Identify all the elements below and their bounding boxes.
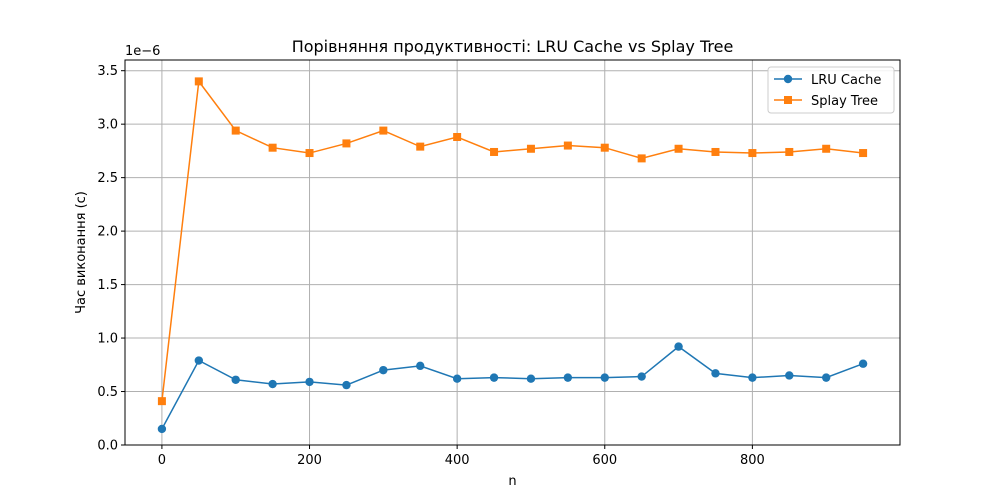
data-point-splay-tree	[785, 147, 794, 156]
data-point-lru-cache	[600, 373, 609, 382]
x-tick-label: 800	[740, 453, 765, 468]
data-point-splay-tree	[490, 147, 499, 156]
data-point-splay-tree	[157, 397, 166, 406]
data-point-splay-tree	[342, 139, 351, 148]
data-point-lru-cache	[452, 374, 462, 383]
legend-label-splay-tree: Splay Tree	[811, 94, 878, 109]
data-point-splay-tree	[453, 133, 462, 141]
data-point-lru-cache	[821, 373, 831, 382]
data-point-splay-tree	[416, 142, 425, 151]
legend-marker-splay-tree	[784, 96, 792, 104]
series-line-lru-cache	[161, 345, 864, 430]
data-point-splay-tree	[305, 149, 314, 158]
y-tick-label: 1.0	[97, 332, 118, 347]
data-point-splay-tree	[268, 143, 277, 152]
data-point-splay-tree	[859, 149, 868, 158]
y-tick-label: 0.5	[97, 385, 118, 400]
y-tick-label: 2.5	[97, 171, 118, 186]
grid-lines	[125, 60, 900, 446]
chart-title: Порівняння продуктивності: LRU Cache vs …	[292, 37, 734, 56]
data-point-lru-cache	[858, 359, 868, 368]
data-point-splay-tree	[600, 143, 609, 152]
data-point-lru-cache	[637, 372, 646, 381]
data-point-lru-cache	[563, 373, 573, 382]
axes-frame	[124, 59, 901, 446]
series-layer	[157, 77, 868, 434]
data-point-splay-tree	[526, 144, 535, 153]
data-point-splay-tree	[822, 144, 831, 153]
x-tick-label: 200	[297, 453, 322, 468]
x-axis-label: n	[508, 474, 516, 489]
data-point-lru-cache	[231, 375, 240, 384]
data-point-splay-tree	[711, 147, 720, 156]
data-point-splay-tree	[674, 144, 683, 153]
plot-area	[125, 60, 900, 445]
data-point-splay-tree	[194, 77, 203, 86]
x-tick-label: 400	[445, 453, 470, 468]
y-tick-label: 3.0	[97, 118, 118, 133]
legend-marker-lru-cache	[783, 74, 793, 84]
legend: LRU Cache Splay Tree	[767, 66, 895, 114]
legend-label-lru-cache: LRU Cache	[811, 73, 881, 88]
data-point-splay-tree	[563, 141, 572, 150]
data-point-lru-cache	[785, 371, 794, 380]
series-line-splay-tree	[161, 79, 864, 402]
y-axis-label: Час виконання (с)	[74, 191, 89, 314]
data-point-lru-cache	[342, 380, 351, 390]
y-tick-label: 3.5	[97, 64, 118, 79]
data-point-lru-cache	[416, 361, 425, 371]
data-point-lru-cache	[194, 356, 204, 365]
data-point-splay-tree	[637, 154, 646, 163]
data-point-lru-cache	[674, 342, 683, 351]
x-tick-label: 0	[158, 453, 166, 468]
y-tick-label: 0.0	[97, 439, 118, 454]
data-point-splay-tree	[379, 126, 388, 135]
data-point-lru-cache	[379, 365, 388, 375]
data-point-lru-cache	[268, 379, 277, 389]
data-point-lru-cache	[489, 373, 499, 382]
axis-ticks: 0 200 400 600 800 0.0 0.5 1.0 1.5 2.0 2.5 3.0 3.5	[97, 64, 764, 468]
x-tick-label: 600	[592, 453, 617, 468]
data-point-lru-cache	[305, 377, 314, 387]
data-point-splay-tree	[748, 149, 757, 158]
data-point-lru-cache	[526, 374, 536, 383]
data-point-splay-tree	[231, 126, 240, 135]
data-point-lru-cache	[711, 369, 720, 378]
y-tick-label: 2.0	[97, 225, 118, 240]
data-point-lru-cache	[748, 373, 757, 382]
y-axis-offset-label: 1e−6	[125, 44, 160, 59]
data-point-lru-cache	[157, 424, 167, 434]
y-tick-label: 1.5	[97, 278, 118, 293]
